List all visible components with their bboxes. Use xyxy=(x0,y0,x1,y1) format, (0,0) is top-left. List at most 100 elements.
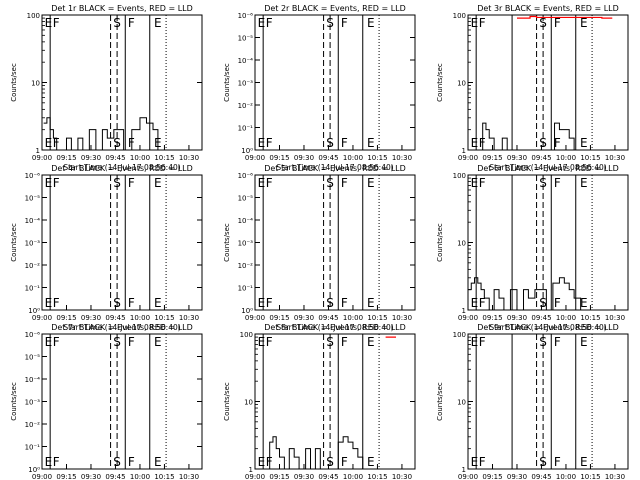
region-label-bottom: F xyxy=(128,136,135,150)
y-tick-label: 1 xyxy=(462,307,466,315)
region-label-top: S xyxy=(539,16,547,30)
x-tick-label: 10:00 xyxy=(130,154,150,162)
panel-title: Det 5r BLACK = Events, RED = LLD xyxy=(264,164,406,173)
region-label-top: F xyxy=(266,176,273,190)
region-label-bottom: F xyxy=(479,296,486,310)
panel-title: Det 4r BLACK = Events, RED = LLD xyxy=(51,164,193,173)
region-label-bottom: E xyxy=(580,136,588,150)
x-tick-label: 09:30 xyxy=(81,473,101,480)
plot-frame xyxy=(254,14,416,151)
x-tick-label: 10:15 xyxy=(367,154,387,162)
y-tick-label: 10⁻² xyxy=(25,262,41,270)
region-label-bottom: S xyxy=(326,455,334,469)
region-label-bottom: F xyxy=(53,455,60,469)
region-label-bottom: S xyxy=(326,296,334,310)
y-axis-label: Counts/sec xyxy=(10,382,18,421)
x-tick-label: 10:15 xyxy=(367,473,387,480)
region-label-bottom: F xyxy=(554,455,561,469)
region-label-top: F xyxy=(341,16,348,30)
region-label-bottom: F xyxy=(479,455,486,469)
detector-panel: Det 1r BLACK = Events, RED = LLD 1 10 100 Co… xyxy=(10,4,203,172)
y-tick-label: 1 xyxy=(462,147,466,155)
x-tick-label: 10:15 xyxy=(580,154,600,162)
x-tick-label: 10:15 xyxy=(367,314,387,322)
y-tick-label: 100 xyxy=(453,12,466,20)
x-tick-label: 09:00 xyxy=(32,314,52,322)
y-tick-label: 100 xyxy=(240,331,253,339)
x-tick-label: 09:15 xyxy=(482,154,502,162)
x-tick-label: 10:30 xyxy=(605,314,625,322)
x-tick-label: 09:45 xyxy=(531,314,551,322)
y-tick-label: 10⁻³ xyxy=(238,80,254,88)
lld-series-line xyxy=(385,336,397,338)
y-tick-label: 10⁻² xyxy=(25,421,41,429)
region-label-bottom: E xyxy=(580,455,588,469)
y-tick-label: 10 xyxy=(244,399,253,407)
x-axis-label: Start Time (14-Jul-17 08:56:40) xyxy=(63,163,180,172)
y-tick-label: 100 xyxy=(453,172,466,180)
panel-title: Det 8r BLACK = Events, RED = LLD xyxy=(264,323,406,332)
plot-frame xyxy=(467,333,629,470)
region-label-bottom: E xyxy=(45,455,53,469)
region-label-top: S xyxy=(113,335,121,349)
y-tick-label: 10⁰ xyxy=(28,307,40,315)
region-label-top: F xyxy=(341,176,348,190)
region-label-top: F xyxy=(554,176,561,190)
region-label-bottom: E xyxy=(367,136,375,150)
x-tick-label: 10:00 xyxy=(343,314,363,322)
x-tick-label: 10:30 xyxy=(179,314,199,322)
region-label-bottom: S xyxy=(326,136,334,150)
region-label-top: F xyxy=(479,16,486,30)
y-tick-label: 10⁻⁴ xyxy=(25,217,41,225)
x-tick-label: 10:30 xyxy=(179,154,199,162)
region-label-bottom: E xyxy=(45,136,53,150)
panel-title: Det 3r BLACK = Events, RED = LLD xyxy=(477,4,619,13)
detector-panel: Det 4r BLACK = Events, RED = LLD 10⁰ 10⁻¹ 1… xyxy=(10,164,203,332)
x-tick-label: 09:45 xyxy=(318,314,338,322)
x-tick-label: 09:30 xyxy=(294,473,314,480)
y-tick-label: 10⁻² xyxy=(238,102,254,110)
x-tick-label: 09:45 xyxy=(318,154,338,162)
x-tick-label: 10:30 xyxy=(392,473,412,480)
plot-frame xyxy=(254,333,416,470)
region-label-bottom: F xyxy=(479,136,486,150)
region-label-bottom: S xyxy=(113,136,121,150)
y-tick-label: 10⁻¹ xyxy=(25,285,41,293)
region-label-bottom: E xyxy=(258,136,266,150)
x-tick-label: 10:00 xyxy=(556,314,576,322)
region-label-top: E xyxy=(154,176,162,190)
x-axis-label: Start Time (14-Jul-17 08:56:40) xyxy=(276,323,393,332)
x-tick-label: 10:30 xyxy=(392,154,412,162)
region-label-top: F xyxy=(53,335,60,349)
region-label-bottom: S xyxy=(539,455,547,469)
region-label-bottom: S xyxy=(539,136,547,150)
x-axis-label: Start Time (14-Jul-17 08:56:40) xyxy=(489,163,606,172)
region-label-top: S xyxy=(326,335,334,349)
region-label-top: F xyxy=(479,335,486,349)
x-tick-label: 09:30 xyxy=(294,154,314,162)
region-label-top: S xyxy=(539,176,547,190)
x-tick-label: 09:00 xyxy=(245,473,265,480)
panel-title: Det 2r BLACK = Events, RED = LLD xyxy=(264,4,406,13)
region-label-top: E xyxy=(580,176,588,190)
y-tick-label: 10⁻¹ xyxy=(238,125,254,133)
x-tick-label: 09:00 xyxy=(245,154,265,162)
x-tick-label: 10:30 xyxy=(605,473,625,480)
x-axis-label: Start Time (14-Jul-17 08:56:40) xyxy=(489,323,606,332)
x-tick-label: 09:30 xyxy=(294,314,314,322)
region-label-top: F xyxy=(554,335,561,349)
region-label-bottom: F xyxy=(266,136,273,150)
detector-panel: Det 6r BLACK = Events, RED = LLD 1 10 100 Co… xyxy=(436,164,629,332)
region-label-bottom: S xyxy=(113,296,121,310)
x-tick-label: 09:00 xyxy=(245,314,265,322)
region-label-top: F xyxy=(128,176,135,190)
region-label-bottom: F xyxy=(53,296,60,310)
region-label-bottom: F xyxy=(128,455,135,469)
region-label-bottom: F xyxy=(53,136,60,150)
x-tick-label: 10:00 xyxy=(130,473,150,480)
region-label-bottom: E xyxy=(471,136,479,150)
plot-frame xyxy=(41,333,203,470)
detector-panel: Det 7r BLACK = Events, RED = LLD 10⁰ 10⁻¹ 1… xyxy=(10,323,203,480)
x-tick-label: 10:30 xyxy=(392,314,412,322)
x-tick-label: 09:45 xyxy=(318,473,338,480)
